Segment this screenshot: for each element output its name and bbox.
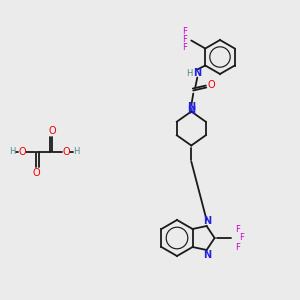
Text: F: F <box>235 224 240 233</box>
Text: F: F <box>182 43 187 52</box>
Text: N: N <box>203 216 212 226</box>
Text: F: F <box>239 233 244 242</box>
Text: H: H <box>9 148 15 157</box>
Text: N: N <box>203 250 212 260</box>
Text: H: H <box>73 148 79 157</box>
Text: N: N <box>187 101 195 112</box>
Text: O: O <box>208 80 215 91</box>
Text: F: F <box>182 27 187 36</box>
Text: O: O <box>62 147 70 157</box>
Text: O: O <box>32 168 40 178</box>
Text: H: H <box>186 69 193 78</box>
Text: N: N <box>187 106 195 116</box>
Text: O: O <box>48 126 56 136</box>
Text: F: F <box>235 242 240 251</box>
Text: F: F <box>182 35 187 44</box>
Text: O: O <box>18 147 26 157</box>
Text: N: N <box>193 68 201 79</box>
